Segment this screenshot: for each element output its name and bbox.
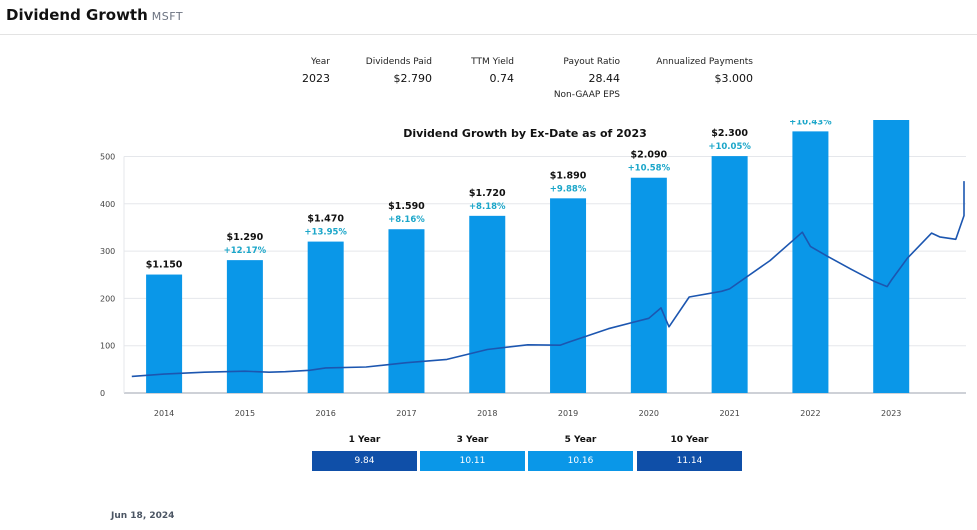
bar-value-label: $1.470	[307, 214, 344, 225]
metric-value: 28.44	[588, 72, 621, 85]
price-line	[131, 181, 965, 378]
bar-2021	[711, 156, 748, 393]
bar-value-label: $1.720	[469, 188, 506, 199]
bar-value-label: $1.890	[550, 170, 587, 181]
bar-growth-label: +13.95%	[304, 228, 347, 238]
bar-value-label: $1.150	[146, 260, 183, 271]
y-tick-label: 400	[100, 200, 115, 209]
timeframe-label: 10 Year	[670, 435, 709, 445]
x-tick-label: 2021	[719, 409, 739, 418]
timeframe-label: 5 Year	[564, 435, 597, 445]
timeframe-3y-value: 10.11	[420, 451, 525, 471]
chart-title: Dividend Growth by Ex-Date as of 2023	[403, 127, 647, 140]
metric-label: Dividends Paid	[365, 57, 432, 67]
y-tick-label: 300	[100, 247, 115, 256]
bar-growth-label: +8.16%	[388, 215, 425, 225]
bar-value-label: $1.290	[227, 232, 264, 243]
x-tick-label: 2023	[881, 409, 901, 418]
metric-annualized-payments: Annualized Payments $3.000	[640, 57, 753, 85]
x-tick-label: 2018	[477, 409, 497, 418]
metric-year: Year 2023	[280, 57, 330, 85]
page-title: Dividend Growth MSFT	[6, 6, 184, 24]
bar-growth-label: +12.17%	[224, 246, 267, 256]
bar-value-label: $1.590	[388, 201, 425, 212]
bar-growth-label: +10.58%	[628, 164, 671, 174]
metric-dividends-paid: Dividends Paid $2.790	[352, 57, 432, 85]
timeframe-5y-value: 10.16	[528, 451, 633, 471]
bar-2017	[388, 229, 425, 393]
y-tick-label: 0	[100, 389, 105, 398]
metric-ttm-yield: TTM Yield 0.74	[454, 57, 514, 85]
metric-value: $2.790	[393, 72, 433, 85]
metric-label: TTM Yield	[471, 57, 514, 67]
x-tick-label: 2020	[639, 409, 659, 418]
metric-label: Annualized Payments	[656, 57, 753, 67]
metric-sub: Non-GAAP EPS	[553, 90, 620, 100]
metric-value: 0.74	[489, 72, 515, 85]
timeframe-1y-value: 9.84	[312, 451, 417, 471]
bar-value-label: $2.090	[631, 150, 668, 161]
metric-label: Year	[310, 57, 330, 67]
y-tick-label: 100	[100, 342, 115, 351]
bar-growth-label: +10.43%	[789, 120, 832, 127]
x-tick-label: 2019	[558, 409, 578, 418]
timeframe-label: 1 Year	[348, 435, 381, 445]
dividend-chart: Dividend Growth by Ex-Date as of 2023 0 10…	[100, 120, 966, 418]
x-tick-label: 2016	[315, 409, 335, 418]
x-tick-label: 2014	[154, 409, 174, 418]
y-tick-label: 200	[100, 294, 115, 303]
bar-value-label: $2.300	[711, 128, 748, 139]
metric-value: 2023	[302, 72, 330, 85]
bar-growth-label: +10.05%	[708, 142, 751, 152]
metric-label: Payout Ratio	[563, 57, 620, 67]
page-header: Dividend Growth MSFT	[0, 0, 977, 35]
y-tick-label: 500	[100, 153, 115, 162]
bar-2015	[226, 260, 263, 393]
as-of-date: Jun 18, 2024	[111, 511, 175, 521]
bar-2020	[630, 177, 667, 393]
x-tick-label: 2015	[235, 409, 255, 418]
bar-growth-label: +8.18%	[469, 202, 506, 212]
bar-2022	[792, 131, 829, 393]
ticker-symbol: MSFT	[151, 10, 184, 23]
bar-2023	[873, 120, 910, 393]
bar-2019	[550, 198, 587, 393]
x-tick-label: 2022	[800, 409, 820, 418]
bar-growth-label: +9.88%	[550, 184, 587, 194]
bar-2018	[469, 215, 506, 393]
timeframe-label: 3 Year	[456, 435, 489, 445]
metric-payout-ratio: Payout Ratio 28.44 Non-GAAP EPS	[540, 57, 620, 100]
x-tick-label: 2017	[396, 409, 416, 418]
timeframe-10y-value: 11.14	[637, 451, 742, 471]
metric-value: $3.000	[714, 72, 754, 85]
